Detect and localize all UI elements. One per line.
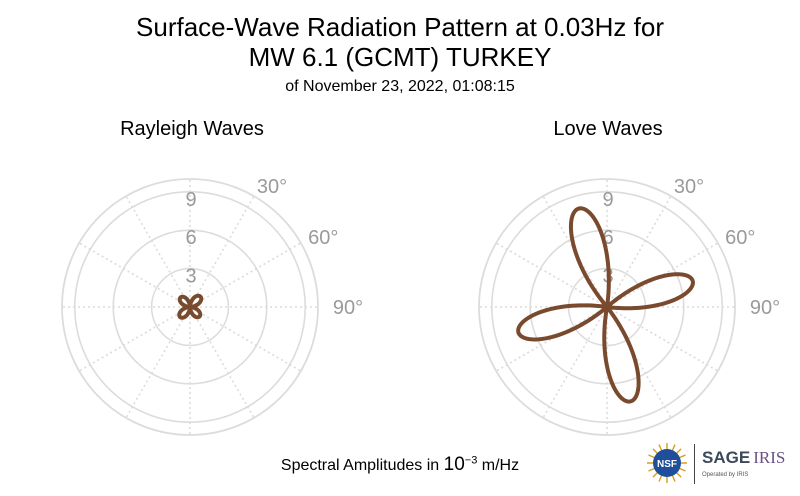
chart-title-line1: Surface-Wave Radiation Pattern at 0.03Hz… — [136, 12, 664, 42]
outer-ring — [478, 178, 736, 436]
radial-gridline — [495, 306, 608, 372]
angle-label: 30° — [257, 176, 287, 198]
ring-gridline — [529, 229, 685, 385]
sage-text: SAGE — [702, 448, 751, 467]
angle-label: 90° — [333, 297, 363, 319]
radial-gridline — [606, 242, 719, 308]
radial-gridline — [78, 306, 191, 372]
rayleigh-polar-plot: 3 6 9 30° 60° 90° — [61, 176, 363, 436]
radial-gridline — [125, 306, 191, 419]
rayleigh-plot-title: Rayleigh Waves — [120, 118, 264, 140]
radial-gridline — [189, 306, 302, 372]
caption-exponent: −3 — [464, 454, 478, 467]
radial-tick-label: 9 — [602, 189, 613, 211]
radial-gridline — [125, 195, 191, 308]
radial-gridline — [542, 195, 608, 308]
radial-gridline — [606, 195, 672, 308]
radial-tick-label: 9 — [185, 189, 196, 211]
ring-gridline — [150, 267, 230, 347]
iris-text: IRIS — [753, 448, 786, 467]
radiation-pattern-series-0 — [177, 293, 204, 320]
radiation-pattern-series-0 — [516, 206, 695, 404]
radial-gridline — [606, 306, 719, 372]
radial-gridline — [189, 306, 255, 419]
caption-unit: m/Hz — [477, 457, 520, 474]
radial-tick-label: 6 — [602, 227, 613, 249]
radial-tick-label: 3 — [185, 266, 196, 288]
angle-label: 60° — [308, 227, 338, 249]
caption-base: 10 — [443, 454, 465, 475]
radial-tick-label: 6 — [185, 227, 196, 249]
operated-by-text: Operated by IRIS — [702, 472, 749, 478]
outer-ring — [61, 178, 319, 436]
radial-gridline — [189, 242, 302, 308]
angle-label: 60° — [725, 227, 755, 249]
nsf-logo-text: NSF — [657, 459, 677, 470]
ring-gridline — [490, 191, 723, 423]
nsf-logo-icon: NSF — [647, 443, 687, 483]
ring-gridline — [74, 191, 306, 423]
logo-divider — [694, 444, 695, 484]
love-plot-title: Love Waves — [553, 118, 663, 140]
radial-gridline — [78, 242, 191, 308]
radial-gridline — [189, 195, 255, 308]
sage-iris-logo: SAGE IRIS — [702, 448, 785, 468]
logo-area: NSF SAGE IRIS Operated by IRIS — [646, 440, 796, 490]
radial-gridline — [542, 306, 608, 419]
angle-label: 90° — [750, 297, 780, 319]
ring-gridline — [112, 229, 268, 385]
amplitude-caption: Spectral Amplitudes in 10−3 m/Hz — [0, 454, 800, 476]
caption-prefix: Spectral Amplitudes in — [280, 457, 444, 474]
radial-gridline — [495, 242, 608, 308]
angle-label: 30° — [674, 176, 704, 198]
chart-subtitle: of November 23, 2022, 01:08:15 — [285, 78, 515, 95]
chart-title-line2: MW 6.1 (GCMT) TURKEY — [248, 42, 552, 72]
